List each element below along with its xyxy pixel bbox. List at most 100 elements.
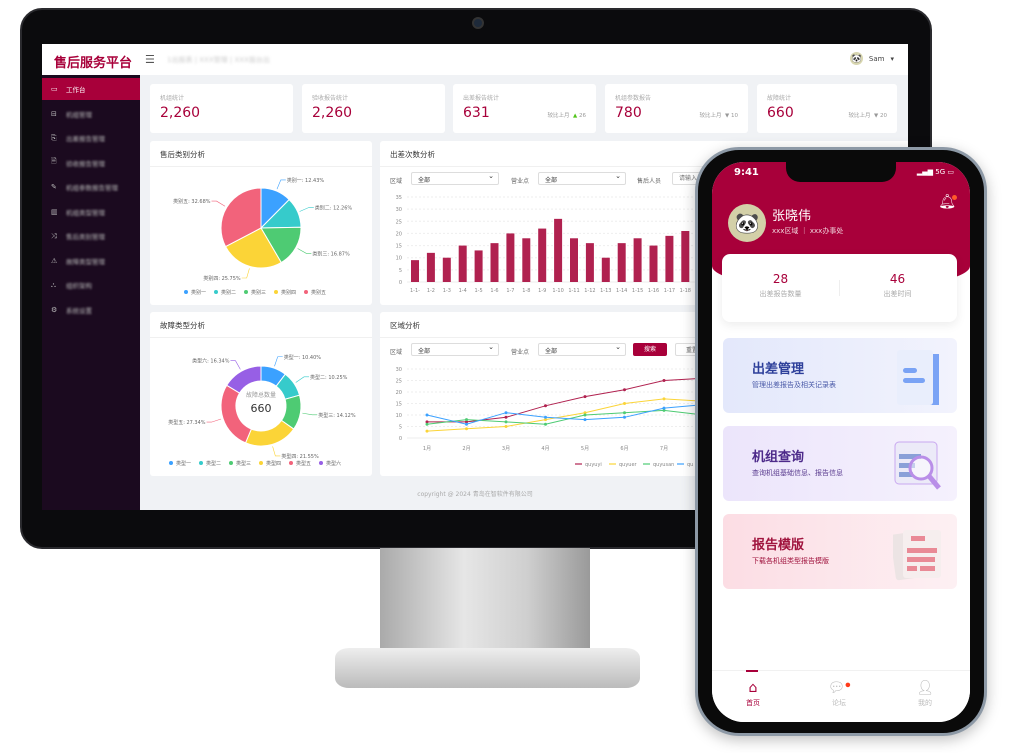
tab-item[interactable]: 💬︎● 论坛 (809, 680, 869, 708)
sidebar-item[interactable]: ✎ 机组参数报告管理 (42, 176, 140, 198)
profile-name: 张晓伟 (772, 209, 812, 224)
settings-icon: ⚙ (51, 305, 58, 314)
profile-stats-card: 28 出差报告数量 46 出差时间 (722, 254, 957, 322)
y-tick-label: 25 (396, 219, 402, 225)
feature-unit-query[interactable]: 机组查询 查询机组基础信息、报告信息 (723, 426, 957, 501)
stat-label: 故障统计 (767, 95, 792, 102)
tab-item[interactable]: 👤︎ 我的 (895, 680, 955, 708)
bar (649, 245, 658, 282)
app-title: 售后服务平台 (54, 56, 133, 71)
sidebar-item[interactable]: ⤨ 售后类别管理 (42, 225, 140, 247)
stat-value: 780 (615, 105, 642, 121)
bar (570, 238, 578, 282)
sidebar-item[interactable]: ⚙ 系统设置 (42, 299, 140, 321)
label-leader (274, 356, 283, 367)
legend-label: qu (687, 462, 693, 468)
data-point (544, 415, 547, 419)
stat-card[interactable]: 机组统计 2,260 (150, 84, 293, 133)
dept-select[interactable]: 全部 (538, 172, 626, 185)
y-tick-label: 35 (396, 195, 402, 201)
stat-trip-time[interactable]: 46 出差时间 (883, 272, 912, 298)
feature-report-template[interactable]: 报告模版 下载各机组类型报告模版 (723, 514, 957, 589)
bar (617, 243, 626, 282)
user-menu[interactable]: 🐼 Sam ▾ (849, 52, 894, 65)
region-label: 区域 (390, 349, 403, 356)
slice-label: 类型二: 10.25% (310, 374, 348, 381)
search-button[interactable]: 搜索 (633, 343, 667, 356)
bar (426, 252, 435, 282)
donut-center-value: 660 (251, 402, 272, 415)
stat-compare: 较比上月 ▼ 20 (848, 113, 888, 119)
dashboard-screen: 售后服务平台 ☰ 1出报表 | XXX管理 | XXX报台出 🐼 Sam ▾ ▭ 工作… (42, 44, 908, 510)
x-tick-label: 1-1- (410, 288, 420, 294)
region-line-chart: 0510152025301月2月3月4月5月6月7月8月quyuyiquyuer… (396, 367, 908, 468)
label-leader (276, 179, 286, 190)
network-label: 5G (935, 168, 946, 176)
dept-label: 营业点 (511, 349, 530, 356)
slice-label: 类别一: 12.43% (287, 177, 325, 184)
panel-title: 故障类型分析 (160, 321, 205, 330)
legend-label: 类别三 (251, 289, 266, 296)
slice-label: 类型三: 14.12% (318, 412, 356, 419)
legend-label: 类别五 (311, 289, 326, 296)
x-tick-label: 1月 (423, 446, 431, 452)
legend-label: 类别四 (281, 289, 296, 296)
trend-down-icon: ▼ (874, 113, 879, 119)
stat-trip-reports[interactable]: 28 出差报告数量 (759, 272, 802, 298)
panel-title: 区域分析 (390, 321, 420, 330)
bottom-tab-bar (712, 670, 970, 722)
data-point (504, 420, 508, 424)
after-sales-category-panel: 售后类别分析 类别一: 12.43% 类别二: 12.26% 类别三: 16.87%… (150, 141, 372, 305)
sidebar-item[interactable]: ⛬ 组织架构 (42, 274, 140, 296)
x-tick-label: 1-2 (427, 288, 435, 294)
data-point (425, 413, 429, 417)
x-tick-label: 1-14 (616, 288, 627, 294)
feature-trip-management[interactable]: 出差管理 管理出差报告及相关记录表 (723, 338, 957, 413)
tab-item[interactable]: ⌂ 首页 (723, 680, 783, 708)
y-tick-label: 30 (396, 367, 402, 373)
legend-label: 类型五 (296, 460, 311, 467)
legend-label: quyusan (653, 462, 674, 468)
data-point (425, 420, 429, 424)
sidebar-item[interactable]: ▥ 机组类型管理 (42, 201, 140, 223)
donut-center-label: 故障总数量 (246, 391, 276, 399)
y-tick-label: 0 (399, 436, 402, 442)
bell-icon[interactable]: 🔔︎ (938, 194, 957, 210)
stat-value: 660 (767, 105, 794, 121)
shuffle-icon: ⤨ (51, 231, 57, 240)
x-tick-label: 1-18 (680, 288, 691, 294)
label-leader (230, 360, 241, 370)
avatar: 🐼 (849, 52, 863, 65)
stat-card[interactable]: 机组参数报告 780 较比上月 ▼ 10 (605, 84, 748, 133)
profile-avatar[interactable]: 🐼 (728, 204, 766, 242)
tab-label: 论坛 (832, 699, 846, 707)
legend-label: 类型六 (326, 460, 341, 467)
status-time: 9:41 (734, 167, 759, 178)
slice-label: 类别三: 16.87% (312, 250, 350, 257)
data-point (623, 411, 626, 415)
bar (665, 235, 674, 282)
stat-card[interactable]: 出差报告统计 631 较比上月 ▲ 26 (453, 84, 596, 133)
slice-label: 类别四: 25.75% (203, 275, 241, 282)
top-header: 售后服务平台 ☰ 1出报表 | XXX管理 | XXX报台出 🐼 Sam ▾ (42, 44, 908, 75)
user-name: Sam (868, 54, 885, 63)
sidebar-item[interactable]: ⎘ 出差报告管理 (42, 127, 140, 149)
menu-toggle-icon[interactable]: ☰ (145, 53, 155, 66)
active-tab-indicator (746, 670, 758, 672)
y-tick-label: 20 (396, 231, 402, 237)
x-tick-label: 1-4 (459, 288, 467, 294)
data-point (504, 425, 508, 428)
legend-marker (259, 461, 263, 465)
dept-select[interactable]: 全部 (538, 343, 626, 356)
breadcrumb[interactable]: 1出报表 | XXX管理 | XXX报台出 (167, 56, 270, 64)
sidebar-item[interactable]: 🗎 验收报告管理 (42, 152, 140, 174)
stat-card[interactable]: 故障统计 660 较比上月 ▼ 20 (757, 84, 897, 133)
region-select[interactable]: 全部 (411, 172, 499, 185)
sidebar-item[interactable]: ⚠ 故障类型管理 (42, 250, 140, 272)
org-icon: ⛬ (51, 280, 56, 289)
template-icon (893, 530, 941, 581)
sidebar-item[interactable]: ▭ 工作台 (42, 78, 140, 100)
stat-card[interactable]: 验收报告统计 2,260 (302, 84, 445, 133)
sidebar-item[interactable]: ⊟ 机组管理 (42, 103, 140, 125)
region-select[interactable]: 全部 (411, 343, 499, 356)
